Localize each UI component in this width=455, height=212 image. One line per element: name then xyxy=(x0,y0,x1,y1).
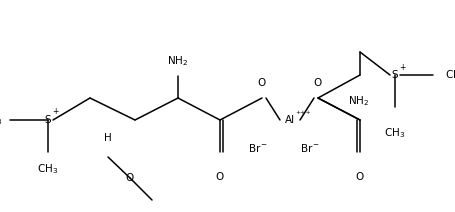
Text: O: O xyxy=(356,172,364,182)
Text: Br$^-$: Br$^-$ xyxy=(300,142,320,154)
Text: Br$^-$: Br$^-$ xyxy=(248,142,268,154)
Text: O: O xyxy=(258,78,266,88)
Text: O: O xyxy=(126,173,134,183)
Text: +: + xyxy=(52,107,58,117)
Text: CH$_3$: CH$_3$ xyxy=(445,68,455,82)
Text: CH$_3$: CH$_3$ xyxy=(37,162,59,176)
Text: +: + xyxy=(399,63,405,71)
Text: S: S xyxy=(45,115,51,125)
Text: +++: +++ xyxy=(295,110,311,114)
Text: H: H xyxy=(104,133,112,143)
Text: Al: Al xyxy=(285,115,295,125)
Text: O: O xyxy=(314,78,322,88)
Text: S: S xyxy=(392,70,398,80)
Text: CH$_3$: CH$_3$ xyxy=(0,113,2,127)
Text: NH$_2$: NH$_2$ xyxy=(167,54,188,68)
Text: O: O xyxy=(216,172,224,182)
Text: CH$_3$: CH$_3$ xyxy=(384,126,405,140)
Text: NH$_2$: NH$_2$ xyxy=(348,94,369,108)
